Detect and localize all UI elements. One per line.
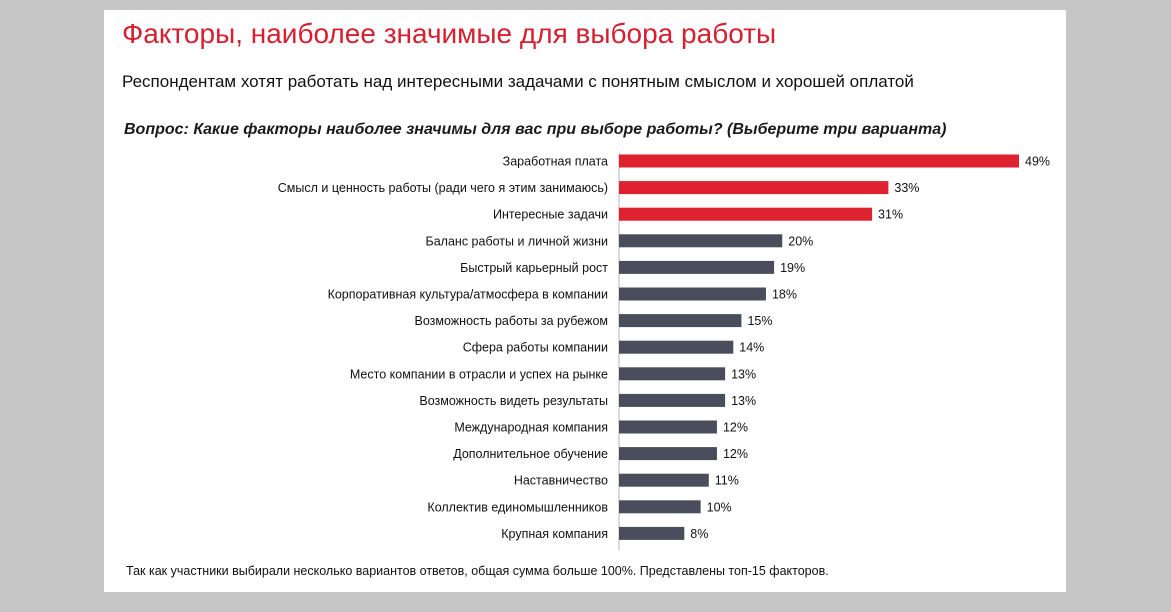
bar bbox=[619, 367, 726, 381]
value-label: 12% bbox=[723, 421, 748, 435]
category-label: Возможность видеть результаты bbox=[419, 394, 608, 408]
value-label: 19% bbox=[780, 261, 805, 275]
bar bbox=[619, 447, 717, 461]
value-label: 14% bbox=[739, 341, 764, 355]
chart-title: Факторы, наиболее значимые для выбора ра… bbox=[122, 18, 777, 49]
survey-question: Вопрос: Какие факторы наиболее значимы д… bbox=[124, 121, 947, 138]
bar bbox=[619, 154, 1019, 168]
category-label: Заработная плата bbox=[503, 155, 608, 169]
bar bbox=[619, 207, 873, 221]
value-label: 33% bbox=[894, 181, 919, 195]
bar bbox=[619, 473, 709, 487]
category-label: Коллектив единомышленников bbox=[427, 500, 608, 514]
value-label: 31% bbox=[878, 208, 903, 222]
bar bbox=[619, 500, 701, 514]
category-label: Сфера работы компании bbox=[463, 341, 608, 355]
bar-chart: Заработная плата 49% Смысл и ценность рабо… bbox=[278, 153, 1050, 551]
bar bbox=[619, 234, 783, 248]
category-label: Наставничество bbox=[514, 474, 608, 488]
bar bbox=[619, 526, 685, 540]
chart-subtitle: Респондентам хотят работать над интересн… bbox=[122, 72, 914, 91]
category-label: Место компании в отрасли и успех на рынк… bbox=[350, 367, 608, 381]
bar bbox=[619, 393, 726, 407]
category-label: Смысл и ценность работы (ради чего я эти… bbox=[278, 181, 608, 195]
bar bbox=[619, 340, 734, 354]
category-label: Интересные задачи bbox=[493, 208, 608, 222]
bar bbox=[619, 287, 766, 301]
value-label: 49% bbox=[1025, 155, 1050, 169]
value-label: 8% bbox=[690, 527, 708, 541]
category-label: Возможность работы за рубежом bbox=[415, 314, 608, 328]
value-label: 15% bbox=[747, 314, 772, 328]
slide: Факторы, наиболее значимые для выбора ра… bbox=[104, 10, 1066, 592]
value-label: 18% bbox=[772, 288, 797, 302]
category-label: Баланс работы и личной жизни bbox=[426, 234, 608, 248]
bar bbox=[619, 260, 775, 274]
value-label: 11% bbox=[715, 474, 739, 488]
category-label: Международная компания bbox=[454, 421, 608, 435]
bar bbox=[619, 420, 717, 434]
bar bbox=[619, 181, 889, 195]
category-label: Быстрый карьерный рост bbox=[460, 261, 608, 275]
value-label: 13% bbox=[731, 394, 756, 408]
value-label: 12% bbox=[723, 447, 748, 461]
category-label: Дополнительное обучение bbox=[453, 447, 608, 461]
value-label: 13% bbox=[731, 367, 756, 381]
bar bbox=[619, 314, 742, 328]
value-label: 10% bbox=[707, 500, 732, 514]
category-label: Крупная компания bbox=[501, 527, 608, 541]
value-label: 20% bbox=[788, 234, 813, 248]
category-label: Корпоративная культура/атмосфера в компа… bbox=[328, 288, 608, 302]
footnote: Так как участники выбирали несколько вар… bbox=[126, 564, 829, 578]
